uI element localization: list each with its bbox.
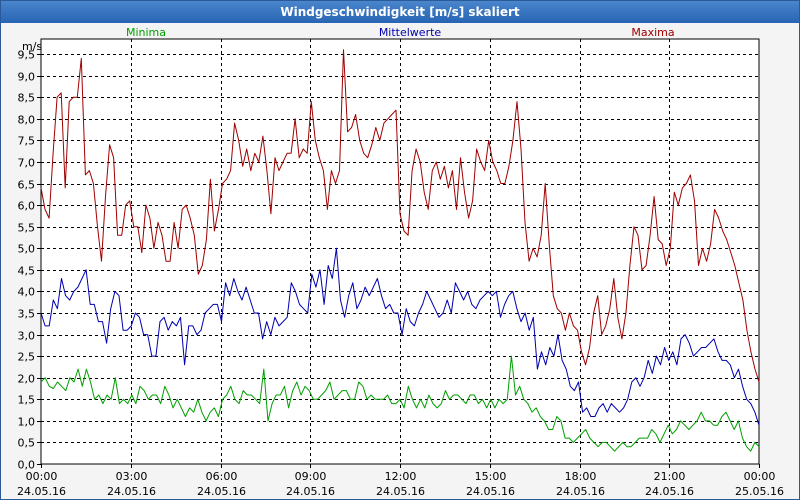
y-tick-label: 1,5 bbox=[18, 394, 36, 407]
x-tick-time: 12:00 bbox=[385, 470, 417, 483]
y-tick-label: 4,0 bbox=[18, 286, 36, 299]
y-tick-label: 5,5 bbox=[18, 222, 36, 235]
y-tick-label: 2,5 bbox=[18, 351, 36, 364]
y-tick-label: 4,5 bbox=[18, 265, 36, 278]
y-tick-label: 2,0 bbox=[18, 373, 36, 386]
x-tick-time: 06:00 bbox=[206, 470, 238, 483]
y-tick-label: 3,0 bbox=[18, 330, 36, 343]
y-tick-label: 6,5 bbox=[18, 179, 36, 192]
x-tick-date: 24.05.16 bbox=[197, 485, 246, 498]
legend-entry-maxima: Maxima bbox=[631, 26, 674, 39]
x-tick-date: 24.05.16 bbox=[466, 485, 515, 498]
x-tick-date: 24.05.16 bbox=[17, 485, 66, 498]
legend-entry-minima: Minima bbox=[126, 26, 166, 39]
x-tick-time: 09:00 bbox=[295, 470, 327, 483]
y-tick-label: 0,0 bbox=[18, 459, 36, 472]
legend-entry-mittelwerte: Mittelwerte bbox=[379, 26, 442, 39]
series-line-mittelwerte bbox=[40, 247, 760, 426]
y-tick-label: 8,0 bbox=[18, 114, 36, 127]
y-tick-label: 1,0 bbox=[18, 416, 36, 429]
series-line-minima bbox=[40, 355, 760, 452]
chart-title: Windgeschwindigkeit [m/s] skaliert bbox=[1, 1, 799, 23]
y-tick-label: 5,0 bbox=[18, 243, 36, 256]
x-tick-date: 24.05.16 bbox=[645, 485, 694, 498]
x-tick-date: 24.05.16 bbox=[286, 485, 335, 498]
y-tick-label: 6,0 bbox=[18, 200, 36, 213]
y-tick-label: 7,5 bbox=[18, 135, 36, 148]
y-axis-ticks: 0,0 0,5 1,0 1,5 2,0 2,5 3,0 3,5 4,0 4,5 5,0 5,5 6,0 6… bbox=[18, 49, 41, 472]
x-tick-time: 00:00 bbox=[26, 470, 58, 483]
y-tick-label: 3,5 bbox=[18, 308, 36, 321]
x-axis-ticks: 00:00 24.05.16 03:00 24.05.16 06:00 24.05.16 0… bbox=[17, 464, 784, 498]
series-lines bbox=[40, 49, 760, 452]
y-axis-label: m/s bbox=[22, 40, 42, 53]
x-tick-time: 15:00 bbox=[475, 470, 507, 483]
x-tick-date: 25.05.16 bbox=[735, 485, 784, 498]
series-line-maxima bbox=[40, 49, 760, 383]
x-tick-time: 18:00 bbox=[565, 470, 597, 483]
y-tick-label: 8,5 bbox=[18, 92, 36, 105]
x-tick-time: 03:00 bbox=[116, 470, 148, 483]
x-tick-time: 00:00 bbox=[744, 470, 776, 483]
y-tick-label: 9,0 bbox=[18, 71, 36, 84]
x-tick-date: 24.05.16 bbox=[107, 485, 156, 498]
y-tick-label: 0,5 bbox=[18, 437, 36, 450]
legend: Minima Mittelwerte Maxima bbox=[126, 26, 675, 39]
x-tick-time: 21:00 bbox=[654, 470, 686, 483]
y-tick-label: 7,0 bbox=[18, 157, 36, 170]
x-tick-date: 24.05.16 bbox=[376, 485, 425, 498]
y-tick-label: 9,5 bbox=[18, 49, 36, 62]
x-tick-date: 24.05.16 bbox=[556, 485, 605, 498]
